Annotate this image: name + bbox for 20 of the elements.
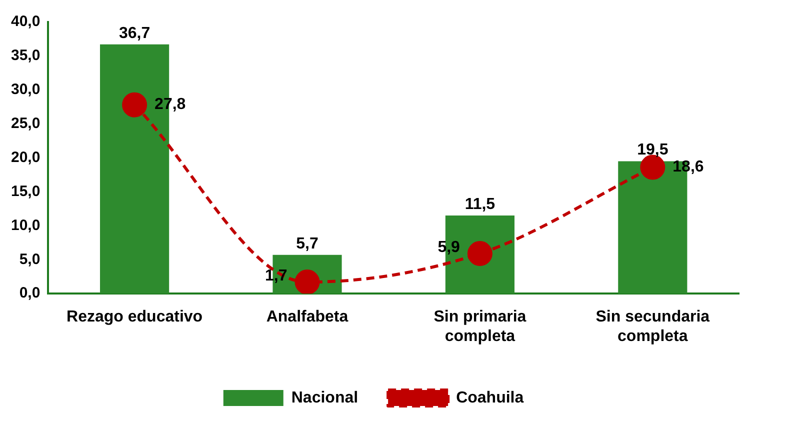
y-tick-label: 15,0 [10, 182, 40, 200]
data-label: 19,5 [637, 142, 668, 159]
point [122, 92, 148, 118]
data-label: 11,5 [464, 196, 496, 213]
y-tick-label: 20,0 [10, 148, 40, 166]
x-tick-label: Sin secundaria completa [596, 308, 710, 345]
y-tick-label: 40,0 [10, 13, 40, 30]
y-tick-label: 10,0 [10, 216, 40, 234]
y-tick-label: 25,0 [10, 114, 40, 132]
x-tick-label: Sin primaria completa [434, 308, 526, 345]
y-tick-label: 35,0 [10, 47, 40, 64]
legend-label: Coahuila [456, 389, 524, 406]
data-label: 36,7 [118, 24, 150, 42]
y-tick-label: 5,0 [19, 250, 40, 268]
x-tick-label: Analfabeta [266, 308, 348, 326]
data-label: 5,7 [296, 235, 318, 252]
y-tick-label: 30,0 [10, 81, 40, 98]
x-tick-label: Rezago educativo [66, 308, 203, 326]
y-tick-label: 0,0 [19, 284, 40, 302]
legend-label: Nacional [291, 389, 358, 406]
